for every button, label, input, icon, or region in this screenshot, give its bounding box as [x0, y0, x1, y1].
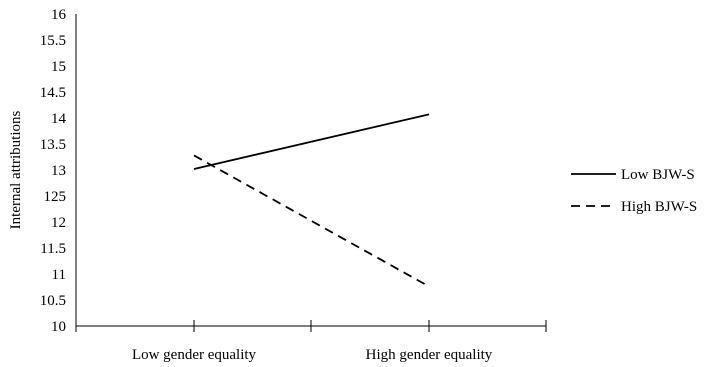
y-tick-label: 16 — [51, 7, 67, 23]
y-tick-label: 10.5 — [40, 293, 66, 309]
y-tick-label: 125 — [44, 189, 67, 205]
y-tick-label: 14 — [51, 111, 67, 127]
y-tick-label: 15.5 — [40, 33, 66, 49]
series-lines — [193, 113, 430, 288]
y-tick-label: 14.5 — [40, 85, 66, 101]
legend-label: High BJW-S — [621, 199, 697, 215]
y-ticks: 10 10.5 11 11.5 12 125 13 13.5 14 14.5 15 15.5 16 — [40, 7, 67, 335]
legend: Low BJW-S High BJW-S — [571, 167, 697, 215]
series-line-high-bjw-s — [193, 154, 430, 288]
legend-label: Low BJW-S — [621, 167, 695, 183]
x-category-label: Low gender equality — [132, 347, 257, 363]
x-ticks: Low gender equality High gender equality — [75, 320, 547, 363]
y-tick-label: 11.5 — [40, 241, 66, 257]
y-tick-label: 15 — [51, 59, 66, 75]
x-axis: Low gender equality High gender equality — [75, 320, 547, 363]
y-tick-label: 13 — [51, 163, 66, 179]
y-axis: 10 10.5 11 11.5 12 125 13 13.5 14 14.5 15 15.5 16 — [40, 7, 77, 335]
y-tick-label: 13.5 — [40, 137, 66, 153]
x-category-label: High gender equality — [366, 347, 493, 363]
y-tick-label: 12 — [51, 215, 66, 231]
y-axis-title: Internal attributions — [8, 110, 24, 229]
y-tick-label: 11 — [52, 267, 66, 283]
series-line-low-bjw-s — [193, 113, 430, 170]
y-tick-label: 10 — [51, 319, 66, 335]
